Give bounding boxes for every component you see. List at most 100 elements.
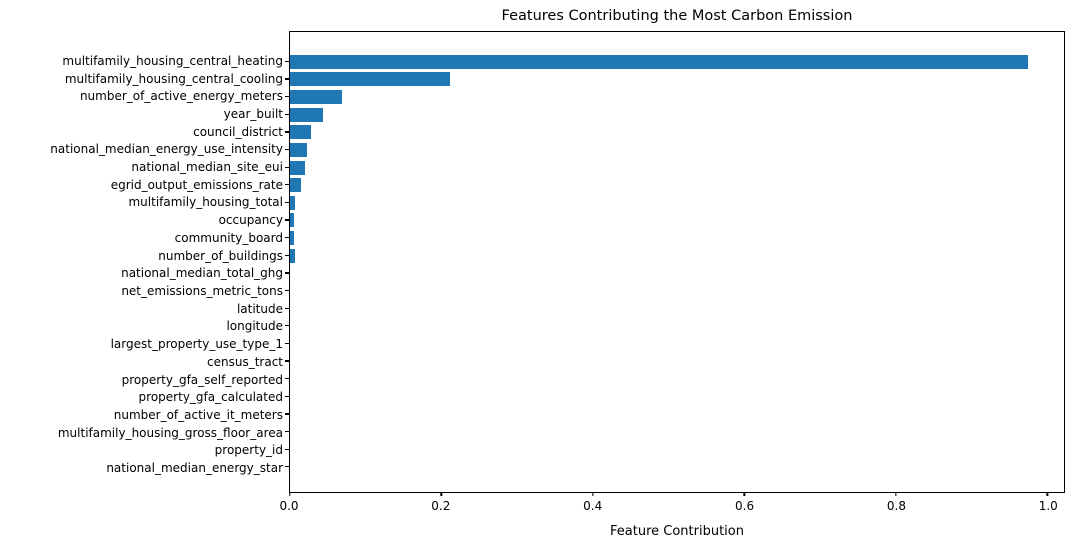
y-label-row: council_district [0, 123, 283, 141]
y-tick-mark [285, 254, 289, 256]
bar-multifamily_housing_total [290, 195, 296, 210]
y-label-row: number_of_active_it_meters [0, 406, 283, 424]
bar-row [285, 106, 1064, 124]
y-label-row: number_of_active_energy_meters [0, 87, 283, 105]
y-label-row: multifamily_housing_central_cooling [0, 70, 283, 88]
y-label-row: year_built [0, 105, 283, 123]
y-label-row: largest_property_use_type_1 [0, 335, 283, 353]
y-axis-label: council_district [193, 124, 283, 139]
y-axis-label: net_emissions_metric_tons [121, 283, 283, 298]
y-tick-mark [285, 201, 289, 204]
y-label-row: property_gfa_self_reported [0, 371, 283, 389]
y-tick-mark [285, 166, 289, 168]
y-tick-mark [285, 360, 289, 362]
y-tick-mark [285, 413, 289, 415]
y-label-row: multifamily_housing_gross_floor_area [0, 424, 283, 442]
bar-row [285, 229, 1064, 247]
bar-council_district [290, 125, 312, 140]
y-label-row: occupancy [0, 211, 283, 229]
y-tick-mark [285, 325, 289, 327]
bar-number_of_active_energy_meters [290, 90, 343, 105]
bar-national_median_site_eui [290, 160, 306, 175]
y-label-row: multifamily_housing_central_heating [0, 52, 283, 70]
y-tick-mark [285, 131, 289, 133]
y-label-row: latitude [0, 300, 283, 318]
y-tick-mark [285, 289, 289, 292]
y-tick-mark [285, 78, 289, 80]
bar-row [285, 88, 1064, 106]
bar-row [285, 458, 1064, 476]
y-tick-mark [285, 148, 289, 151]
bar-row [285, 441, 1064, 459]
x-tick-label: 0.2 [431, 499, 451, 513]
y-label-row: egrid_output_emissions_rate [0, 176, 283, 194]
x-tick-mark [895, 492, 897, 496]
bar-row [285, 159, 1064, 177]
y-axis-label: egrid_output_emissions_rate [110, 177, 283, 192]
bar-row [285, 406, 1064, 424]
y-axis-label: community_board [174, 230, 283, 245]
y-label-row: census_tract [0, 353, 283, 371]
bar-row [285, 370, 1064, 388]
y-axis-label: national_median_site_eui [131, 160, 283, 175]
y-label-row: net_emissions_metric_tons [0, 282, 283, 300]
chart-title: Features Contributing the Most Carbon Em… [501, 8, 853, 24]
y-axis-label: year_built [223, 106, 283, 121]
y-axis-label: longitude [226, 319, 283, 334]
y-axis-label: national_median_energy_star [106, 461, 283, 476]
y-axis-label: number_of_active_it_meters [113, 407, 283, 422]
bar-row [285, 212, 1064, 230]
bar-national_median_energy_use_intensity [290, 142, 307, 157]
y-tick-mark [285, 113, 289, 115]
x-axis-ticks [289, 32, 1064, 496]
x-tick-mark [592, 492, 594, 496]
y-label-row: multifamily_housing_total [0, 194, 283, 212]
y-axis-label: multifamily_housing_central_heating [62, 53, 283, 68]
plot-area [285, 31, 1065, 496]
y-tick-mark [285, 448, 289, 450]
y-tick-mark [285, 466, 289, 468]
y-axis-label: national_median_total_ghg [121, 266, 283, 281]
y-label-row: national_median_site_eui [0, 158, 283, 176]
y-axis-label: multifamily_housing_total [128, 195, 283, 210]
bar-row [285, 353, 1064, 371]
y-tick-mark [285, 219, 289, 221]
y-label-row: national_median_energy_use_intensity [0, 141, 283, 159]
bar-community_board [290, 231, 294, 246]
bar-row [285, 335, 1064, 353]
y-axis-label: latitude [236, 301, 283, 316]
bars-container [285, 32, 1064, 492]
x-tick-label: 0.0 [279, 499, 299, 513]
y-tick-mark [285, 307, 289, 309]
bar-multifamily_housing_central_cooling [290, 72, 450, 87]
bar-row [285, 53, 1064, 71]
bar-row [285, 265, 1064, 283]
y-axis-label: national_median_energy_use_intensity [50, 142, 283, 157]
y-tick-mark [285, 430, 289, 433]
bar-row [285, 176, 1064, 194]
y-label-row: number_of_buildings [0, 247, 283, 265]
bar-row [285, 282, 1064, 300]
bar-number_of_buildings [290, 248, 295, 263]
y-axis-label: number_of_buildings [158, 248, 283, 263]
bar-occupancy [290, 213, 294, 228]
y-tick-mark [285, 96, 289, 98]
bar-year_built [290, 107, 324, 122]
bar-egrid_output_emissions_rate [290, 178, 302, 193]
bar-row [285, 388, 1064, 406]
y-axis-label: property_gfa_calculated [138, 390, 283, 405]
y-axis-label: largest_property_use_type_1 [110, 337, 283, 352]
y-axis-label: occupancy [218, 213, 283, 228]
y-axis-label: multifamily_housing_gross_floor_area [57, 425, 283, 440]
y-label-row: national_median_energy_star [0, 459, 283, 477]
x-tick-mark [743, 492, 746, 496]
y-label-row: property_gfa_calculated [0, 388, 283, 406]
bar-multifamily_housing_central_heating [290, 54, 1028, 69]
y-label-row: longitude [0, 318, 283, 336]
y-label-row: community_board [0, 229, 283, 247]
x-tick-mark [440, 492, 443, 496]
x-axis-label: Feature Contribution [610, 524, 744, 539]
x-tick-label: 0.8 [886, 499, 906, 513]
